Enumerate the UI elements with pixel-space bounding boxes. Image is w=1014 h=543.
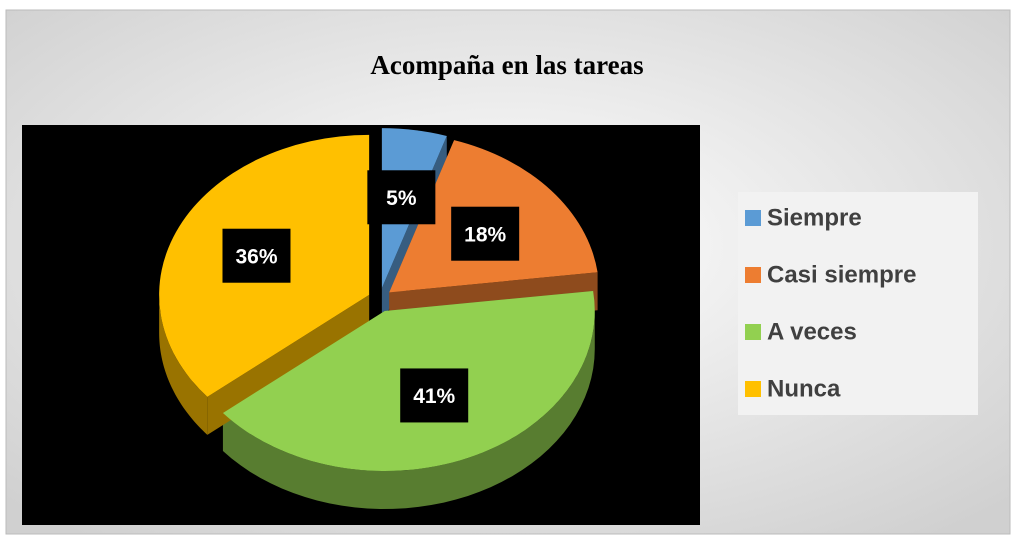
legend-label: Siempre <box>767 204 862 231</box>
data-label: 41% <box>413 385 455 408</box>
legend-label: Nunca <box>767 375 841 402</box>
data-label-box <box>367 170 436 225</box>
legend-swatch <box>745 324 761 340</box>
legend-label: A veces <box>767 318 857 345</box>
data-label: 5% <box>386 187 417 210</box>
legend-swatch <box>745 267 761 283</box>
data-label-box <box>451 206 520 261</box>
pie-side <box>222 311 595 509</box>
pie-side <box>159 294 208 435</box>
data-label-box <box>400 368 469 423</box>
legend-swatch <box>745 210 761 226</box>
legend-label: Casi siempre <box>767 261 916 288</box>
legend-swatch <box>745 381 761 397</box>
data-label: 36% <box>235 245 277 268</box>
chart-title: Acompaña en las tareas <box>370 50 643 80</box>
legend <box>738 192 978 415</box>
data-label-box <box>222 228 291 283</box>
data-label: 18% <box>464 223 506 246</box>
